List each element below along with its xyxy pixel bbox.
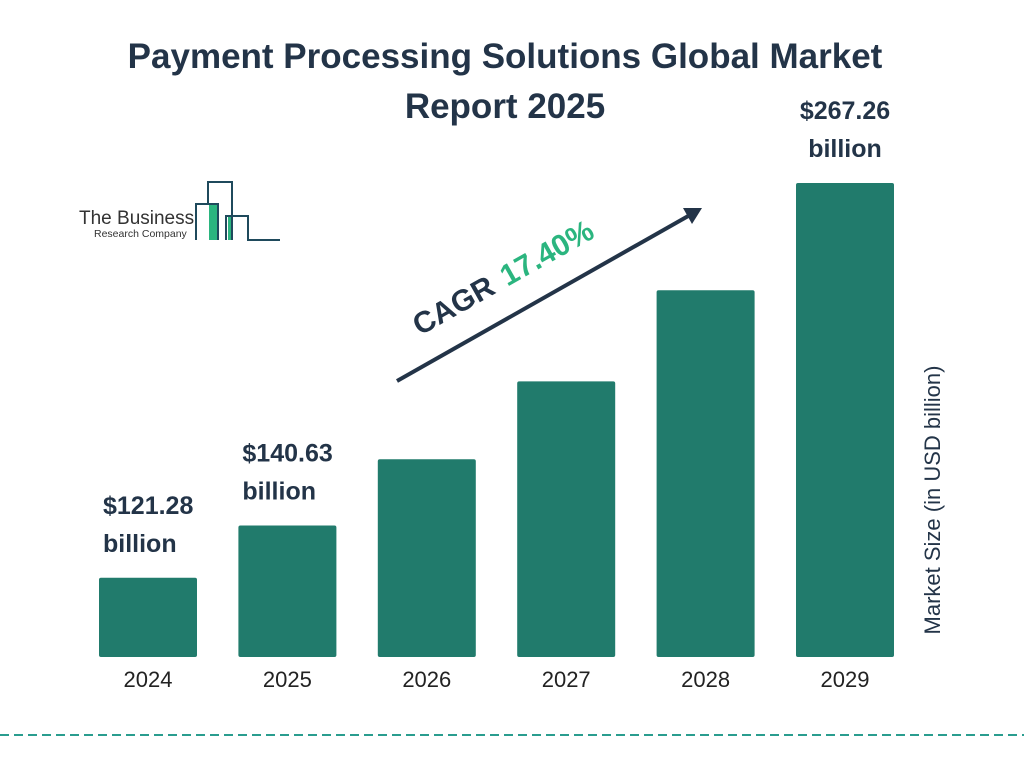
x-tick-label: 2024 xyxy=(124,667,173,692)
x-tick-labels: 2024 2025 2026 2027 2028 2029 xyxy=(124,667,870,692)
bar-2029 xyxy=(796,183,894,657)
logo-line-2: Research Company xyxy=(94,228,188,240)
cagr-value: 17.40% xyxy=(495,214,600,293)
data-label-unit: billion xyxy=(242,477,316,505)
cagr-arrow-line xyxy=(396,213,691,383)
x-tick-label: 2026 xyxy=(402,667,451,692)
data-label-value: $267.26 xyxy=(800,97,890,125)
bars xyxy=(99,183,894,657)
data-label-unit: billion xyxy=(103,530,177,558)
logo-line-1: The Business xyxy=(79,208,194,229)
logo: The Business Research Company xyxy=(79,181,280,241)
chart-title-line-2: Report 2025 xyxy=(405,87,605,126)
x-tick-label: 2029 xyxy=(821,667,870,692)
bar-2027 xyxy=(517,381,616,657)
data-label-value: $140.63 xyxy=(242,439,332,467)
data-label-value: $121.28 xyxy=(103,492,193,520)
data-label-unit: billion xyxy=(808,135,882,163)
y-axis-label: Market Size (in USD billion) xyxy=(920,366,945,635)
bar-2024 xyxy=(99,577,197,657)
bar-2028 xyxy=(656,290,755,657)
x-tick-label: 2027 xyxy=(542,667,591,692)
data-labels: $121.28 billion $140.63 billion $267.26 billi… xyxy=(103,97,890,558)
chart-title-line-1: Payment Processing Solutions Global Mark… xyxy=(128,37,883,76)
bar-2026 xyxy=(377,459,476,657)
bar-2025 xyxy=(238,525,337,657)
arrow-head-icon xyxy=(683,208,702,224)
x-tick-label: 2025 xyxy=(263,667,312,692)
cagr-annotation: CAGR17.40% xyxy=(396,208,702,383)
x-tick-label: 2028 xyxy=(681,667,730,692)
